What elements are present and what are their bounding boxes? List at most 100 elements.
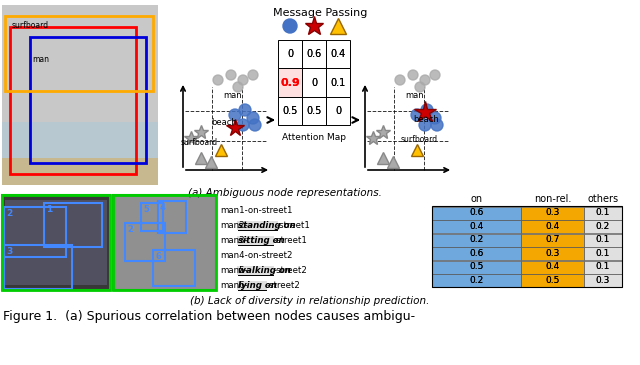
Bar bbox=[432, 207, 522, 219]
Text: 0.2: 0.2 bbox=[470, 276, 484, 285]
Bar bbox=[302, 40, 326, 68]
Bar bbox=[584, 207, 622, 219]
Text: man: man bbox=[32, 55, 49, 64]
Text: surfboard: surfboard bbox=[181, 138, 218, 147]
Bar bbox=[4, 245, 72, 289]
Circle shape bbox=[419, 119, 431, 131]
Text: 0.1: 0.1 bbox=[596, 249, 610, 258]
Text: standing on: standing on bbox=[237, 221, 296, 230]
Text: 0.4: 0.4 bbox=[470, 222, 484, 231]
Bar bbox=[113, 195, 216, 290]
Bar bbox=[432, 261, 522, 273]
Bar bbox=[432, 234, 522, 246]
Bar bbox=[522, 234, 584, 246]
Bar bbox=[2, 158, 158, 185]
Text: (b) Lack of diversity in relationship prediction.: (b) Lack of diversity in relationship pr… bbox=[190, 296, 429, 306]
Bar bbox=[30, 37, 146, 164]
Bar bbox=[278, 97, 302, 125]
Text: 0.5: 0.5 bbox=[545, 276, 560, 285]
Text: surfboard: surfboard bbox=[12, 21, 49, 30]
Bar bbox=[5, 16, 153, 91]
Text: 0.1: 0.1 bbox=[596, 208, 610, 217]
Text: 0.6: 0.6 bbox=[307, 49, 322, 59]
Text: 0.3: 0.3 bbox=[545, 208, 560, 217]
Bar bbox=[522, 274, 584, 287]
Text: beach: beach bbox=[211, 118, 237, 127]
Text: -street1: -street1 bbox=[273, 236, 307, 245]
Text: 0: 0 bbox=[287, 49, 293, 59]
Bar bbox=[278, 40, 302, 68]
Text: 0.1: 0.1 bbox=[330, 77, 346, 88]
Text: 0.3: 0.3 bbox=[545, 208, 560, 217]
Bar bbox=[153, 250, 195, 286]
Text: 0.1: 0.1 bbox=[330, 77, 346, 88]
Text: 0.5: 0.5 bbox=[307, 106, 322, 116]
Bar bbox=[5, 200, 107, 285]
Bar bbox=[432, 247, 522, 260]
Bar bbox=[584, 274, 622, 287]
Bar bbox=[2, 122, 158, 185]
Bar bbox=[4, 207, 66, 257]
Bar bbox=[432, 206, 622, 287]
Bar bbox=[302, 97, 326, 125]
Text: Figure 1.  (a) Spurious correlation between nodes causes ambigu-: Figure 1. (a) Spurious correlation betwe… bbox=[3, 310, 415, 323]
Bar bbox=[237, 281, 267, 290]
Bar bbox=[522, 220, 584, 233]
Text: 0.2: 0.2 bbox=[470, 276, 484, 285]
Text: 0.3: 0.3 bbox=[596, 276, 610, 285]
Text: 0.7: 0.7 bbox=[545, 235, 560, 244]
Text: 0: 0 bbox=[311, 77, 317, 88]
Text: 0.2: 0.2 bbox=[470, 235, 484, 244]
Text: 0: 0 bbox=[311, 77, 317, 88]
Circle shape bbox=[420, 75, 430, 85]
Text: 0.2: 0.2 bbox=[596, 222, 610, 231]
Text: man6-: man6- bbox=[220, 281, 248, 290]
Text: walking on: walking on bbox=[237, 266, 291, 275]
Text: 1: 1 bbox=[46, 205, 52, 214]
Text: 0.4: 0.4 bbox=[330, 49, 346, 59]
Bar bbox=[125, 223, 165, 261]
Text: 0.6: 0.6 bbox=[470, 249, 484, 258]
Text: others: others bbox=[588, 194, 619, 204]
Text: 0.4: 0.4 bbox=[545, 262, 560, 271]
Text: 0.5: 0.5 bbox=[307, 106, 322, 116]
Text: man2-: man2- bbox=[220, 221, 248, 230]
Text: 5: 5 bbox=[143, 205, 149, 214]
Text: man4-on-street2: man4-on-street2 bbox=[220, 251, 292, 260]
Circle shape bbox=[283, 19, 297, 33]
Circle shape bbox=[249, 119, 261, 131]
Bar bbox=[326, 40, 350, 68]
Bar bbox=[158, 201, 186, 233]
Text: 0.4: 0.4 bbox=[545, 222, 560, 231]
Bar bbox=[10, 27, 136, 174]
Bar bbox=[237, 236, 275, 245]
Bar bbox=[522, 261, 584, 273]
Circle shape bbox=[233, 82, 243, 92]
Text: 0.6: 0.6 bbox=[470, 208, 484, 217]
Circle shape bbox=[415, 82, 425, 92]
Circle shape bbox=[247, 112, 259, 124]
Text: 0.5: 0.5 bbox=[470, 262, 484, 271]
Circle shape bbox=[408, 70, 418, 80]
Text: non-rel.: non-rel. bbox=[534, 194, 572, 204]
Bar bbox=[237, 266, 275, 275]
Text: -street1: -street1 bbox=[277, 221, 310, 230]
Text: man: man bbox=[406, 91, 424, 100]
Bar bbox=[237, 221, 278, 230]
Text: man3-: man3- bbox=[220, 236, 248, 245]
Text: 0.3: 0.3 bbox=[545, 249, 560, 258]
Text: beach: beach bbox=[413, 115, 439, 124]
Text: Message Passing: Message Passing bbox=[273, 8, 367, 18]
Text: 2: 2 bbox=[127, 225, 133, 234]
Text: 0.6: 0.6 bbox=[470, 249, 484, 258]
Text: 0.5: 0.5 bbox=[545, 276, 560, 285]
Text: 0.5: 0.5 bbox=[282, 106, 298, 116]
Text: 6: 6 bbox=[155, 252, 161, 261]
Bar bbox=[584, 234, 622, 246]
Bar bbox=[2, 195, 110, 290]
Circle shape bbox=[238, 75, 248, 85]
Bar bbox=[302, 68, 326, 97]
Circle shape bbox=[226, 70, 236, 80]
Circle shape bbox=[431, 119, 443, 131]
Circle shape bbox=[237, 119, 249, 131]
